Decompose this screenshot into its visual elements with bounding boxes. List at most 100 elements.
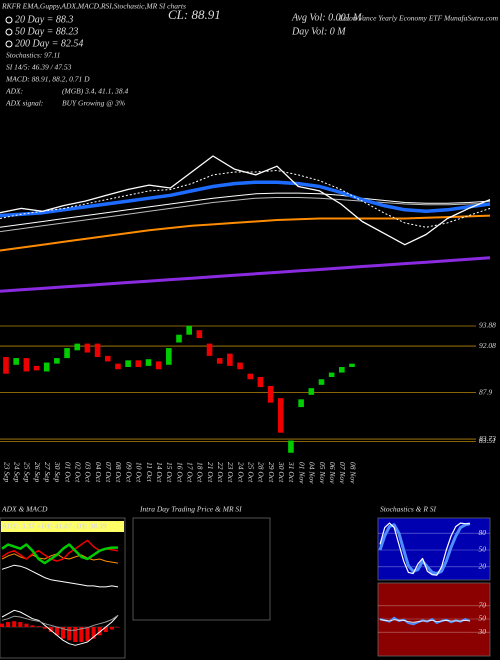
- header-source: Eaton Vance Yearly Economy ETF MunafaSut…: [338, 14, 499, 23]
- x-tick-label: 24 Sep: [12, 462, 21, 482]
- histogram-bar: [79, 627, 84, 642]
- x-tick-label: 05 Nov: [318, 462, 327, 484]
- histogram-bar: [85, 627, 90, 642]
- x-tick-label: 30 Sep: [53, 461, 62, 482]
- candle-body: [237, 362, 243, 370]
- ma20-label: 20 Day = 88.3: [15, 14, 73, 25]
- y-tick-label: 30: [478, 627, 487, 636]
- candle-body: [267, 385, 274, 403]
- candle-body: [155, 361, 162, 370]
- panel-title: ADX & MACD: [1, 505, 48, 514]
- candle-body: [115, 363, 121, 370]
- x-tick-label: 01 Oct: [63, 462, 72, 483]
- candle-body: [13, 358, 19, 365]
- line-series: [0, 180, 491, 218]
- macd-label: MACD: 88.91, 88.2, 0.71 D: [5, 75, 90, 84]
- x-tick-label: 28 Oct: [257, 462, 266, 483]
- candle-body: [125, 360, 131, 368]
- candle-body: [318, 379, 325, 385]
- candle-body: [196, 330, 203, 339]
- x-tick-label: 25 Sep: [23, 462, 32, 482]
- x-tick-label: 24 Oct: [236, 462, 245, 483]
- legend-icon: [5, 16, 13, 24]
- histogram-bar: [61, 627, 66, 639]
- histogram-bar: [24, 623, 29, 627]
- candle-body: [308, 388, 315, 395]
- y-tick-label: 50: [479, 545, 487, 554]
- adx-signal-label: ADX signal:: [5, 99, 43, 108]
- close-price: CL: 88.91: [168, 7, 221, 22]
- candle-body: [135, 360, 142, 368]
- candle-body: [216, 358, 223, 364]
- x-tick-label: 11 Oct: [145, 462, 154, 483]
- candle-body: [328, 372, 335, 378]
- x-tick-label: 18 Oct: [196, 462, 205, 483]
- panel: [132, 517, 271, 621]
- x-tick-label: 21 Oct: [206, 462, 215, 483]
- ma200-label: 200 Day = 82.54: [15, 38, 83, 49]
- x-tick-label: 17 Oct: [185, 462, 194, 483]
- histogram-bar: [36, 626, 41, 627]
- candle-body: [94, 343, 101, 357]
- x-tick-label: 30 Oct: [277, 461, 286, 483]
- candle-body: [33, 365, 40, 371]
- x-tick-label: 04 Nov: [308, 462, 317, 484]
- candle-body: [64, 348, 70, 359]
- histogram-bar: [73, 627, 78, 642]
- day-volume: Day Vol: 0 M: [291, 26, 346, 37]
- line-series: [1, 614, 119, 631]
- candle-body: [288, 440, 294, 453]
- candle-body: [23, 358, 30, 372]
- candle-body: [247, 373, 254, 380]
- line-series: [1, 543, 118, 565]
- x-tick-label: 09 Oct: [124, 462, 133, 483]
- y-tick-label: 50: [479, 614, 487, 623]
- histogram-bar: [54, 627, 59, 636]
- annotation: ADX: 3.37 +DY: 41.07 -DY: 38.39: [1, 522, 107, 531]
- candle-body: [104, 355, 111, 362]
- histogram-bar: [103, 627, 108, 632]
- line-series: [0, 192, 491, 228]
- histogram-bar: [115, 627, 121, 628]
- x-tick-label: 25 Oct: [246, 462, 255, 483]
- y-tick-label: 70: [479, 601, 487, 610]
- line-series: [0, 214, 491, 252]
- candle-body: [277, 398, 284, 433]
- candle-body: [84, 343, 91, 353]
- line-series: [379, 522, 470, 576]
- adx-label: ADX:: [5, 87, 23, 96]
- x-tick-label: 07 Nov: [338, 462, 347, 484]
- x-tick-label: 08 Nov: [348, 462, 357, 484]
- line-series: [1, 553, 119, 564]
- y-tick-label: 80: [479, 528, 487, 537]
- candle-body: [166, 348, 172, 365]
- legend-icon: [5, 28, 13, 36]
- histogram-bar: [97, 627, 102, 636]
- line-series: [0, 170, 491, 228]
- y-tick-label: 93.88: [479, 321, 496, 330]
- x-tick-label: 23 Sep: [2, 462, 11, 482]
- x-tick-label: 26 Sep: [33, 462, 42, 482]
- x-tick-label: 31 Oct: [287, 461, 296, 483]
- line-series: [1, 564, 119, 588]
- candle-body: [298, 399, 304, 408]
- legend-icon: [5, 40, 13, 48]
- y-tick-label: 87.9: [479, 387, 492, 396]
- histogram-bar: [91, 627, 96, 639]
- histogram-bar: [18, 622, 23, 627]
- histogram-bar: [42, 627, 47, 629]
- x-tick-label: 23 Oct: [226, 462, 235, 483]
- x-tick-label: 15 Oct: [165, 462, 174, 483]
- annotation-bg: [1, 521, 124, 532]
- histogram-bar: [48, 627, 53, 632]
- panel-title: Intra Day Trading Price & MR SI: [139, 505, 242, 514]
- x-tick-label: 01 Nov: [297, 462, 306, 484]
- x-tick-label: 14 Oct: [155, 462, 164, 483]
- line-series: [0, 155, 491, 246]
- histogram-bar: [12, 621, 17, 627]
- histogram-bar: [67, 627, 72, 641]
- line-series: [379, 619, 471, 623]
- ma50-label: 50 Day = 88.23: [15, 26, 78, 37]
- candle-body: [176, 334, 182, 343]
